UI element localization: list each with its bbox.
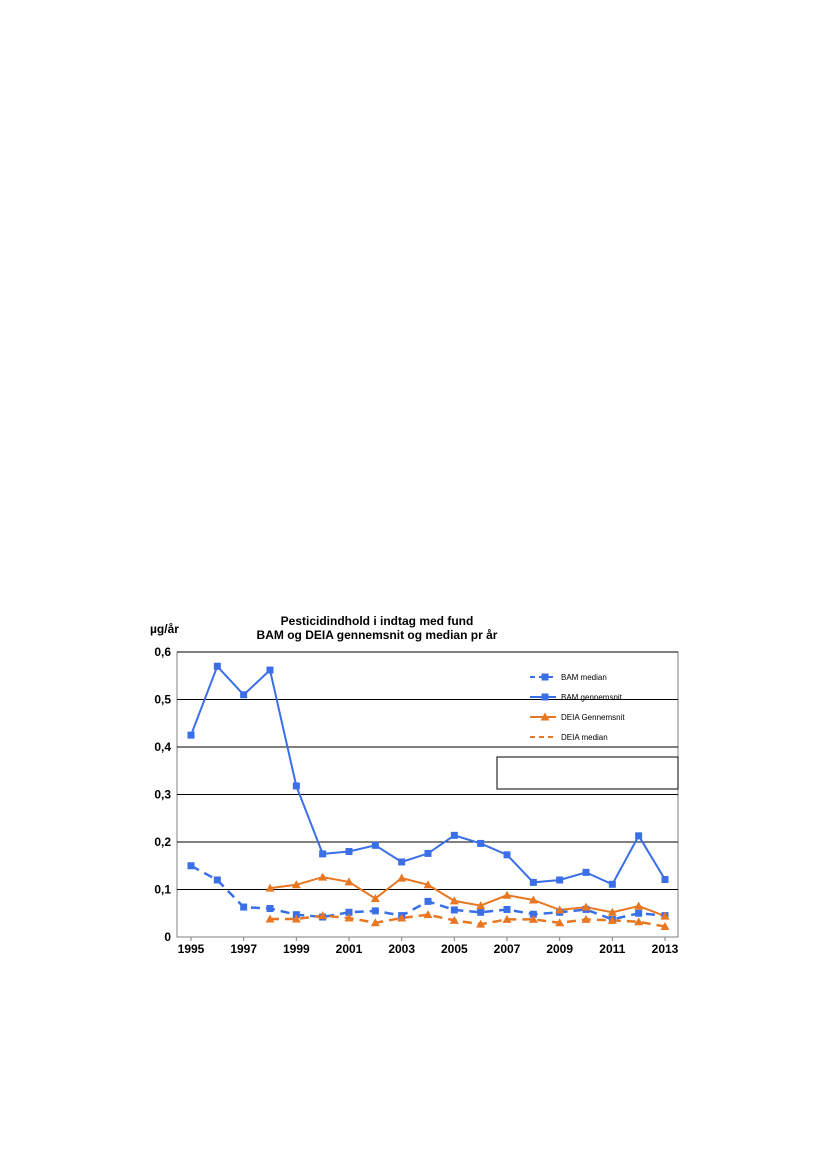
y-tick-label: 0,5	[154, 693, 171, 707]
deia-gennemsnit-point	[607, 907, 617, 916]
deia-median-point	[318, 911, 328, 920]
x-tick-label: 2007	[494, 942, 521, 956]
deia-gennemsnit-point	[370, 894, 380, 903]
y-tick-label: 0,6	[154, 645, 171, 659]
deia-gennemsnit-point	[449, 896, 459, 905]
x-axis-ticks: 1995 1997 1999 2001 2003 2005 2007 2009 2011 2013	[178, 937, 679, 956]
bam-median-point	[371, 907, 379, 915]
deia-gennemsnit-point	[344, 877, 354, 886]
deia-gennemsnit-point	[502, 890, 512, 899]
legend-marker-bam-gennemsnit	[541, 693, 549, 701]
deia-median-point	[449, 915, 459, 924]
legend-marker-bam-median	[541, 673, 549, 681]
bam-median-point	[213, 876, 221, 884]
deia-median-point	[502, 914, 512, 923]
bam-gennemsnit-point	[213, 662, 221, 670]
deia-median-point	[555, 918, 565, 927]
legend-label-deia-gennemsnit: DEIA Gennemsnit	[561, 713, 625, 722]
x-tick-label: 2013	[652, 942, 679, 956]
deia-gennemsnit-point	[291, 880, 301, 889]
x-tick-label: 1995	[178, 942, 205, 956]
legend-label-bam-gennemsnit: BAM gennemsnit	[561, 693, 623, 702]
x-tick-label: 2009	[546, 942, 573, 956]
y-tick-label: 0,4	[154, 740, 171, 754]
bam-gennemsnit-point	[187, 731, 195, 739]
legend-label-bam-median: BAM median	[561, 673, 607, 682]
deia-gennemsnit-point	[555, 905, 565, 914]
bam-gennemsnit-point	[398, 858, 406, 866]
gridlines	[177, 651, 678, 890]
y-tick-label: 0,2	[154, 835, 171, 849]
x-tick-label: 2001	[336, 942, 363, 956]
y-tick-label: 0,3	[154, 788, 171, 802]
y-tick-label: 0,1	[154, 883, 171, 897]
bam-median-point	[529, 910, 537, 918]
bam-gennemsnit-point	[319, 850, 327, 858]
bam-median-point	[477, 908, 485, 916]
bam-median-point	[187, 862, 195, 870]
bam-median-point	[424, 897, 432, 905]
legend: BAM median BAM gennemsnit DEIA Gennemsnit D…	[530, 673, 625, 742]
deia-median-point	[660, 922, 670, 931]
deia-median-point	[607, 915, 617, 924]
deia-gennemsnit-point	[660, 911, 670, 920]
bam-gennemsnit-point	[582, 868, 590, 876]
empty-text-box	[496, 756, 679, 790]
deia-median-point	[344, 913, 354, 922]
deia-gennemsnit-point	[318, 872, 328, 881]
x-tick-label: 1999	[283, 942, 310, 956]
deia-median-point	[423, 910, 433, 919]
bam-median-point	[503, 905, 511, 913]
bam-median-point	[345, 908, 353, 916]
y-axis-label: µg/år	[150, 622, 179, 636]
bam-gennemsnit-point	[424, 849, 432, 857]
deia-median-point	[370, 918, 380, 927]
y-tick-label: 0	[164, 930, 171, 944]
bam-gennemsnit-point	[635, 832, 643, 840]
deia-median-point	[634, 917, 644, 926]
deia-gennemsnit-line	[269, 876, 666, 918]
legend-marker-deia-gennemsnit	[540, 712, 550, 721]
deia-gennemsnit-point	[581, 902, 591, 911]
deia-median-point	[476, 919, 486, 928]
deia-median-point	[265, 914, 275, 923]
bam-gennemsnit-point	[503, 851, 511, 859]
y-axis-ticks: 0 0,1 0,2 0,3 0,4 0,5 0,6	[154, 645, 171, 944]
chart-title-line2: BAM og DEIA gennemsnit og median pr år	[257, 628, 498, 642]
deia-median-point	[581, 914, 591, 923]
bam-median-point	[240, 903, 248, 911]
deia-median-point	[528, 914, 538, 923]
legend-label-deia-median: DEIA median	[561, 733, 608, 742]
deia-gennemsnit-point	[528, 895, 538, 904]
deia-gennemsnit-point	[265, 883, 275, 892]
x-tick-label: 2005	[441, 942, 468, 956]
deia-gennemsnit-point	[634, 901, 644, 910]
bam-gennemsnit-point	[477, 839, 485, 847]
x-tick-label: 2003	[388, 942, 415, 956]
bam-gennemsnit-point	[240, 691, 248, 699]
bam-median-point	[266, 905, 274, 912]
x-tick-label: 2011	[599, 942, 625, 956]
bam-gennemsnit-point	[661, 876, 669, 884]
bam-gennemsnit-point	[292, 782, 300, 790]
bam-gennemsnit-point	[529, 878, 537, 886]
bam-gennemsnit-point	[608, 880, 616, 888]
x-tick-label: 1997	[230, 942, 257, 956]
bam-gennemsnit-point	[371, 841, 379, 849]
deia-gennemsnit-point	[476, 901, 486, 910]
deia-gennemsnit-point	[397, 873, 407, 882]
bam-median-point	[635, 909, 643, 917]
bam-gennemsnit-point	[556, 876, 564, 884]
deia-median-line	[270, 913, 666, 928]
deia-gennemsnit-point	[423, 880, 433, 889]
bam-gennemsnit-point	[345, 848, 353, 855]
bam-gennemsnit-point	[266, 666, 274, 674]
bam-median-point	[450, 906, 458, 914]
series-markers	[187, 662, 670, 931]
bam-gennemsnit-point	[450, 831, 458, 839]
chart-title-line1: Pesticidindhold i indtag med fund	[281, 614, 474, 628]
deia-median-point	[397, 913, 407, 922]
deia-median-point	[291, 914, 301, 923]
